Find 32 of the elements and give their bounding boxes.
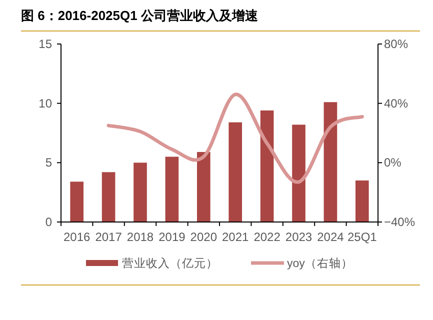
x-tick-label: 2017 bbox=[95, 230, 122, 244]
bar bbox=[165, 156, 179, 222]
y2-tick-label: 40% bbox=[384, 96, 408, 110]
line-series bbox=[106, 92, 364, 184]
y2-tick-label: −40% bbox=[384, 215, 416, 229]
legend-label: 营业收入（亿元） bbox=[122, 256, 218, 270]
bar bbox=[324, 102, 338, 222]
bar bbox=[70, 182, 84, 222]
y2-tick-label: 0% bbox=[384, 156, 402, 170]
bar bbox=[355, 180, 369, 222]
x-tick-label: 2022 bbox=[254, 230, 281, 244]
bar bbox=[102, 172, 116, 222]
x-tick-label: 2016 bbox=[64, 230, 91, 244]
x-tick-label: 2019 bbox=[158, 230, 186, 244]
x-tick-label: 2021 bbox=[222, 230, 250, 244]
y-tick-label: 15 bbox=[38, 37, 52, 51]
bar bbox=[196, 152, 210, 222]
chart-title: 图 6：2016-2025Q1 公司营业收入及增速 bbox=[21, 8, 259, 23]
legend-label: yoy（右轴） bbox=[287, 257, 353, 270]
y2-tick-label: 80% bbox=[384, 37, 408, 51]
x-tick-label: 25Q1 bbox=[347, 230, 378, 244]
y-tick-label: 0 bbox=[45, 215, 52, 229]
bar bbox=[292, 124, 306, 222]
x-tick-label: 2023 bbox=[285, 230, 312, 244]
x-tick-label: 2024 bbox=[317, 230, 344, 244]
x-tick-label: 2020 bbox=[190, 230, 218, 244]
bar bbox=[228, 122, 242, 222]
x-tick-label: 2018 bbox=[126, 230, 154, 244]
y-tick-label: 5 bbox=[45, 156, 52, 170]
y-tick-label: 10 bbox=[38, 96, 52, 110]
bar bbox=[134, 162, 147, 222]
bar bbox=[260, 110, 274, 222]
